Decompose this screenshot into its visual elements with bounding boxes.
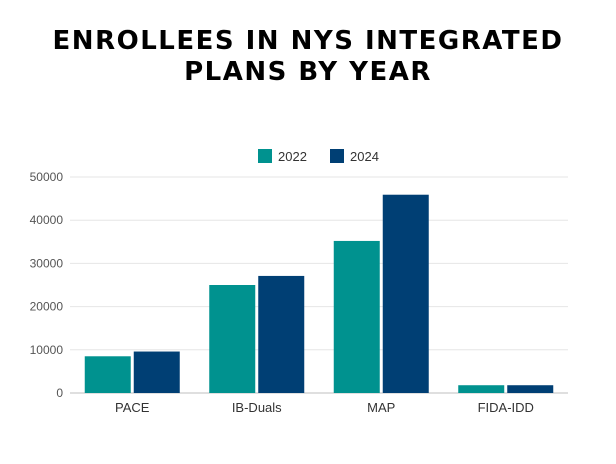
y-tick-label: 30000: [30, 256, 64, 270]
x-tick-label: IB-Duals: [232, 400, 282, 415]
y-tick-label: 50000: [30, 170, 64, 184]
bar-fida-idd-2024: [507, 385, 554, 393]
bar-pace-2024: [133, 351, 180, 393]
y-tick-label: 10000: [30, 343, 64, 357]
legend-swatch-2022: [258, 149, 272, 163]
y-tick-label: 20000: [30, 300, 64, 314]
x-tick-label: PACE: [115, 400, 150, 415]
x-tick-label: FIDA-IDD: [478, 400, 534, 415]
y-tick-label: 40000: [30, 213, 64, 227]
bar-ib-duals-2022: [209, 285, 256, 393]
chart-title-line-1: ENROLLEES IN NYS INTEGRATED: [52, 26, 564, 56]
legend-label-2024: 2024: [350, 149, 379, 164]
bar-fida-idd-2022: [458, 385, 505, 393]
bar-map-2022: [333, 240, 380, 393]
legend-swatch-2024: [330, 149, 344, 163]
bar-ib-duals-2024: [258, 275, 305, 393]
legend-label-2022: 2022: [278, 149, 307, 164]
x-tick-label: MAP: [367, 400, 395, 415]
bar-pace-2022: [84, 356, 131, 393]
y-tick-label: 0: [56, 386, 63, 400]
chart-title: ENROLLEES IN NYS INTEGRATED PLANS BY YEA…: [0, 26, 616, 88]
bar-map-2024: [382, 194, 429, 393]
chart-title-line-2: PLANS BY YEAR: [184, 57, 432, 87]
